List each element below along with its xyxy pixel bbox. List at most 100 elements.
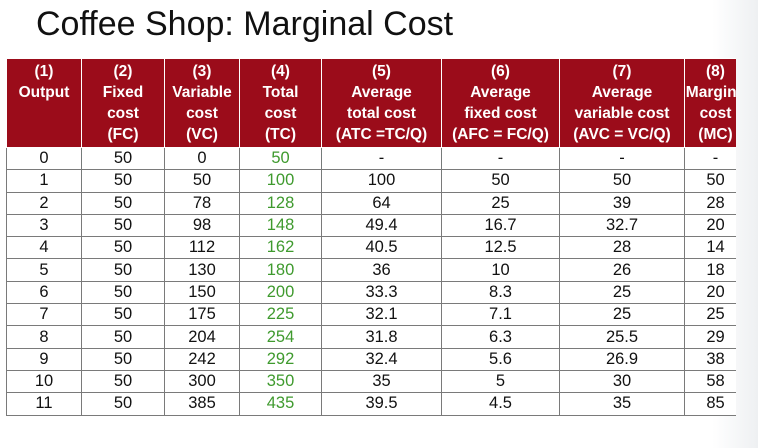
column-header-line: cost — [264, 105, 297, 122]
column-header-average-variable-cost: (7) Average variable cost (AVC = VC/Q) — [559, 58, 685, 148]
column-header-average-total-cost: (5) Average total cost (ATC =TC/Q) — [321, 58, 442, 148]
cell-variable-cost: 300 — [164, 369, 240, 394]
cell-marginal-cost: 18 — [684, 258, 736, 282]
cell-marginal-cost: 29 — [684, 325, 736, 349]
column-header-marginal-cost: (8) Margina cost (MC) — [684, 58, 736, 148]
cell-average-variable-cost: 25 — [559, 280, 685, 305]
column-header-line: (5) — [372, 63, 391, 80]
cell-total-cost: 292 — [239, 347, 322, 371]
cell-total-cost: 350 — [239, 369, 322, 394]
column-header-line: (4) — [271, 63, 290, 80]
cell-marginal-cost: 20 — [684, 280, 736, 305]
column-header-average-fixed-cost: (6) Average fixed cost (AFC = FC/Q) — [441, 58, 560, 148]
column-header-line: Average — [351, 84, 412, 101]
cell-fixed-cost: 50 — [81, 369, 165, 394]
cell-average-fixed-cost: 10 — [441, 258, 560, 282]
column-header-line: total cost — [347, 105, 416, 122]
cell-fixed-cost: 50 — [81, 303, 165, 327]
cell-variable-cost: 204 — [164, 325, 240, 349]
cell-fixed-cost: 50 — [81, 146, 165, 171]
cell-marginal-cost: 14 — [684, 236, 736, 260]
cell-fixed-cost: 50 — [81, 392, 165, 416]
cell-average-fixed-cost: 5.6 — [441, 347, 560, 371]
cell-average-total-cost: 39.5 — [321, 392, 442, 416]
cell-output: 10 — [6, 369, 82, 394]
cell-fixed-cost: 50 — [81, 169, 165, 193]
cell-average-fixed-cost: 25 — [441, 191, 560, 215]
table-row: 8 50 204 254 31.8 6.3 25.5 29 — [6, 325, 736, 349]
cell-average-total-cost: 31.8 — [321, 325, 442, 349]
column-header-line: (7) — [612, 63, 632, 80]
cell-output: 0 — [6, 146, 82, 171]
cell-marginal-cost: 25 — [684, 303, 736, 327]
cell-average-fixed-cost: 6.3 — [441, 325, 560, 349]
column-header-fixed-cost: (2) Fixed cost (FC) — [81, 58, 165, 148]
cell-output: 6 — [6, 280, 82, 305]
cell-fixed-cost: 50 — [81, 236, 165, 260]
cell-fixed-cost: 50 — [81, 191, 165, 215]
cell-average-variable-cost: 25.5 — [559, 325, 685, 349]
cell-output: 11 — [6, 392, 82, 416]
cell-average-variable-cost: 32.7 — [559, 213, 685, 238]
column-header-total-cost: (4) Total cost (TC) — [239, 58, 322, 148]
cell-variable-cost: 175 — [164, 303, 240, 327]
cell-variable-cost: 0 — [164, 146, 240, 171]
cell-marginal-cost: 38 — [684, 347, 736, 371]
cell-average-fixed-cost: - — [441, 146, 560, 171]
column-header-line: Average — [470, 84, 531, 101]
column-header-line: (VC) — [186, 126, 218, 143]
cell-average-fixed-cost: 4.5 — [441, 392, 560, 416]
cell-fixed-cost: 50 — [81, 347, 165, 371]
cell-variable-cost: 385 — [164, 392, 240, 416]
cell-marginal-cost: 50 — [684, 169, 736, 193]
cell-average-fixed-cost: 16.7 — [441, 213, 560, 238]
column-header-variable-cost: (3) Variable cost (VC) — [164, 58, 240, 148]
cell-output: 1 — [6, 169, 82, 193]
column-header-line — [8, 124, 81, 145]
table-row: 7 50 175 225 32.1 7.1 25 25 — [6, 303, 736, 327]
cell-average-total-cost: 40.5 — [321, 236, 442, 260]
cell-total-cost: 162 — [239, 236, 322, 260]
column-header-output: (1) Output — [6, 58, 82, 148]
cell-output: 2 — [6, 191, 82, 215]
cell-average-fixed-cost: 5 — [441, 369, 560, 394]
column-header-line: (AFC = FC/Q) — [452, 126, 549, 143]
column-header-line: (3) — [192, 63, 212, 80]
column-header-line: Output — [18, 84, 70, 101]
cell-marginal-cost: 58 — [684, 369, 736, 394]
cell-average-total-cost: 32.1 — [321, 303, 442, 327]
cell-output: 5 — [6, 258, 82, 282]
cell-total-cost: 180 — [239, 258, 322, 282]
cell-marginal-cost: - — [684, 146, 736, 171]
cell-variable-cost: 50 — [164, 169, 240, 193]
cell-average-variable-cost: 39 — [559, 191, 685, 215]
cell-average-variable-cost: 30 — [559, 369, 685, 394]
cell-variable-cost: 78 — [164, 191, 240, 215]
cell-total-cost: 128 — [239, 191, 322, 215]
cell-variable-cost: 130 — [164, 258, 240, 282]
cell-average-total-cost: 36 — [321, 258, 442, 282]
column-header-line: (8) — [706, 63, 725, 80]
column-header-line: (MC) — [698, 126, 733, 143]
cell-total-cost: 254 — [239, 325, 322, 349]
cell-total-cost: 225 — [239, 303, 322, 327]
cell-average-fixed-cost: 8.3 — [441, 280, 560, 305]
cell-total-cost: 200 — [239, 280, 322, 305]
cell-average-variable-cost: 50 — [559, 169, 685, 193]
cell-average-total-cost: 49.4 — [321, 213, 442, 238]
cell-average-fixed-cost: 12.5 — [441, 236, 560, 260]
cell-total-cost: 100 — [239, 169, 322, 193]
cell-output: 9 — [6, 347, 82, 371]
column-header-line: cost — [699, 105, 732, 122]
table-row: 9 50 242 292 32.4 5.6 26.9 38 — [6, 347, 736, 371]
column-header-line: fixed cost — [464, 105, 537, 122]
cell-variable-cost: 242 — [164, 347, 240, 371]
cell-total-cost: 148 — [239, 213, 322, 238]
cell-fixed-cost: 50 — [81, 280, 165, 305]
table-header-row: (1) Output (2) Fixed cost (FC) (3) Variable cos… — [6, 58, 736, 148]
cell-average-variable-cost: 28 — [559, 236, 685, 260]
column-header-line: Fixed — [102, 84, 144, 101]
cell-average-total-cost: - — [321, 146, 442, 171]
page-title: Coffee Shop: Marginal Cost — [36, 5, 454, 43]
cell-fixed-cost: 50 — [81, 325, 165, 349]
